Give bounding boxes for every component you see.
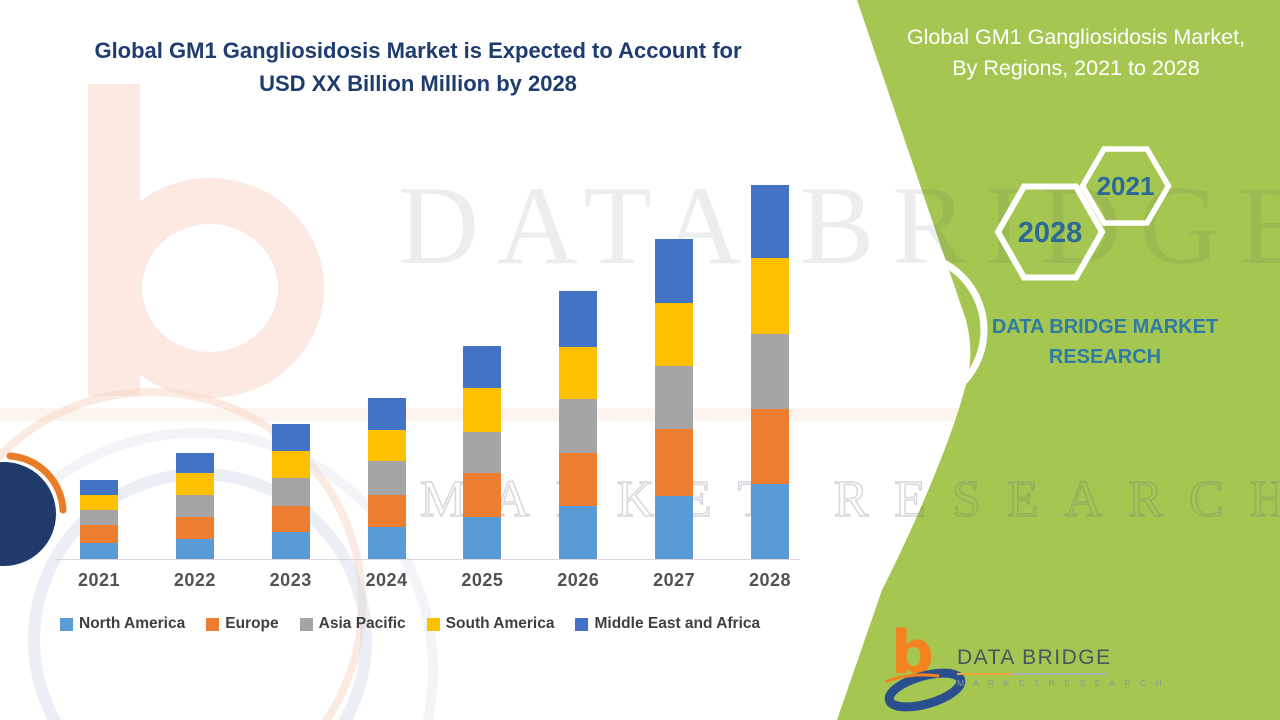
bar-segment	[80, 525, 118, 543]
x-axis-label: 2021	[77, 570, 121, 590]
hexagon-year-2028: 2028	[1018, 217, 1083, 249]
x-axis-label: 2023	[269, 570, 312, 590]
legend-swatch-icon	[206, 617, 220, 631]
bar-segment	[367, 461, 406, 495]
bar-segment	[80, 510, 118, 525]
legend-label: North America	[79, 615, 186, 632]
bar-segment	[80, 495, 118, 510]
legend-label: Europe	[225, 615, 279, 632]
legend-swatch-icon	[299, 617, 313, 631]
legend-item: Asia Pacific	[299, 615, 406, 633]
bar-segment	[750, 334, 789, 409]
bar-segment	[175, 539, 214, 559]
page-title: Global GM1 Gangliosidosis Market is Expe…	[58, 34, 778, 100]
bar-segment	[175, 495, 214, 517]
bar-segment	[559, 506, 598, 559]
panel-brand-line2: RESEARCH	[1048, 346, 1162, 368]
legend-item: South America	[426, 615, 555, 633]
x-axis-label: 2027	[653, 570, 696, 590]
legend-label: South America	[445, 615, 555, 632]
legend-swatch-icon	[575, 617, 589, 631]
bar-segment	[750, 185, 789, 258]
legend-label: Asia Pacific	[318, 615, 406, 632]
bar-segment	[750, 409, 789, 484]
bar-segment	[271, 424, 310, 451]
hexagon-2021-icon	[1079, 146, 1172, 226]
bar-segment	[271, 451, 310, 478]
bar-segment	[559, 399, 598, 453]
bar-segment	[655, 429, 694, 496]
x-axis-label: 2022	[173, 570, 216, 590]
panel-brand-line1: DATA BRIDGE MARKET	[991, 316, 1219, 338]
legend-item: Europe	[206, 615, 279, 633]
hexagon-year-2021: 2021	[1097, 171, 1155, 201]
bar-segment	[367, 495, 406, 527]
bar-segment	[559, 453, 598, 506]
bar-segment	[367, 430, 406, 461]
x-axis-label: 2024	[365, 570, 408, 590]
bar-segment	[463, 432, 502, 473]
x-axis-label: 2026	[557, 570, 600, 590]
bar-segment	[655, 239, 694, 303]
bar-segment	[463, 388, 502, 432]
legend-swatch-icon	[60, 617, 73, 631]
data-bridge-logo: b DATA BRIDGE M A R K E T R E S E A R C …	[884, 618, 1166, 714]
page-title-line2: USD XX Billion Million by 2028	[259, 71, 577, 96]
bar-segment	[175, 517, 214, 539]
bar-segment	[80, 480, 118, 495]
bar-segment	[655, 303, 694, 366]
logo-divider	[957, 673, 1107, 675]
panel-title: Global GM1 Gangliosidosis Market, By Reg…	[878, 22, 1274, 84]
x-axis-label: 2028	[748, 570, 791, 590]
legend-item: North America	[60, 615, 185, 633]
bar-segment	[80, 543, 118, 559]
legend-item: Middle East and Africa	[575, 615, 760, 633]
bar-segment	[175, 473, 214, 495]
year-hexagons: 2021 2028	[994, 146, 1172, 281]
bar-segment	[463, 517, 502, 559]
bar-segment	[655, 366, 694, 429]
logo-text-block: DATA BRIDGE M A R K E T R E S E A R C H	[957, 646, 1166, 688]
bar-segment	[367, 527, 406, 559]
page-title-line1: Global GM1 Gangliosidosis Market is Expe…	[94, 38, 742, 63]
bar-segment	[559, 291, 598, 347]
logo-swoosh-icon	[884, 668, 966, 712]
bar-segment	[271, 478, 310, 506]
panel-title-line1: Global GM1 Gangliosidosis Market,	[906, 25, 1246, 49]
panel-title-line2: By Regions, 2021 to 2028	[952, 56, 1200, 80]
bar-segment	[463, 346, 502, 388]
watermark-text-data-bridge: DATA BRIDGE	[398, 164, 1280, 288]
logo-subtitle: M A R K E T R E S E A R C H	[957, 678, 1166, 688]
chart-legend: North America Europe Asia Pacific South Ame…	[60, 615, 760, 633]
panel-brand-text: DATA BRIDGE MARKET RESEARCH	[940, 312, 1270, 372]
bar-segment	[175, 453, 214, 473]
x-axis-line	[55, 559, 800, 560]
dbmr-logo-mark-corner	[0, 452, 67, 566]
legend-swatch-icon	[426, 617, 440, 631]
bar-segment	[559, 347, 598, 399]
bar-segment	[655, 496, 694, 559]
bar-segment	[750, 484, 789, 559]
bar-segment	[271, 506, 310, 532]
bar-segment	[463, 473, 502, 517]
logo-name: DATA BRIDGE	[957, 646, 1112, 669]
bar-segment	[750, 258, 789, 334]
bar-segment	[367, 398, 406, 430]
bar-segment	[271, 532, 310, 559]
hexagon-2028-icon	[994, 183, 1106, 281]
legend-label: Middle East and Africa	[594, 615, 761, 632]
x-axis-label: 2025	[461, 570, 504, 590]
